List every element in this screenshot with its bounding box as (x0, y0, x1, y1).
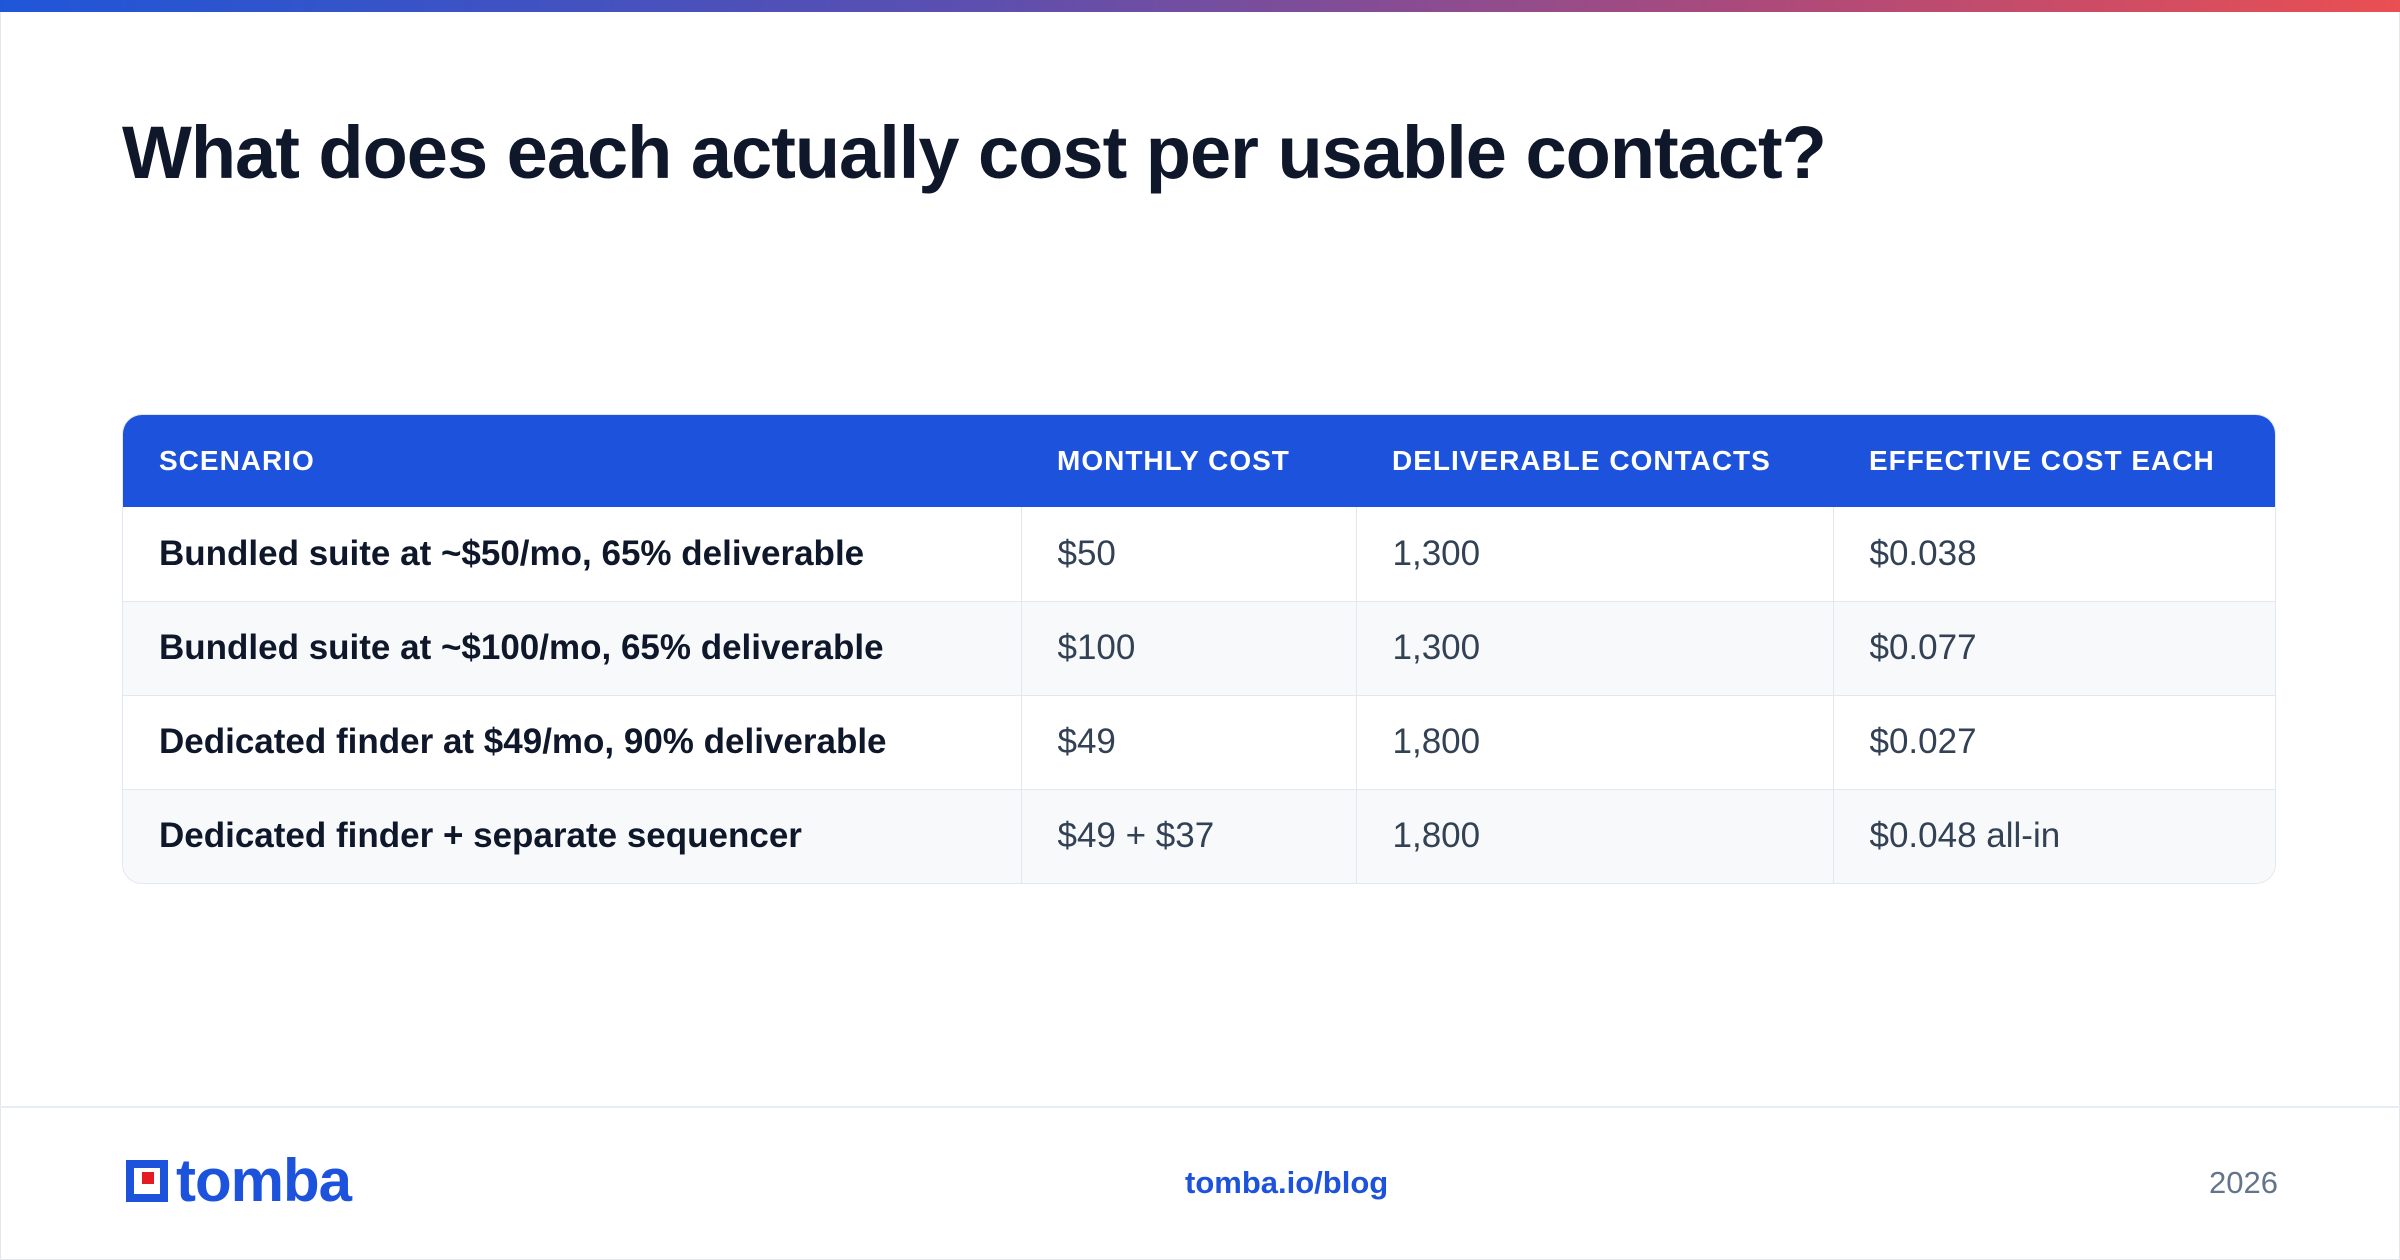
header-deliverable-contacts: DELIVERABLE CONTACTS (1392, 445, 1771, 476)
cell-deliverable: 1,800 (1355, 694, 1833, 789)
table-header-row: SCENARIO MONTHLY COST DELIVERABLE CONTAC… (123, 415, 2275, 507)
cell-effective-cost: $0.027 (1832, 694, 2275, 789)
cell-effective-cost: $0.038 (1832, 507, 2275, 601)
cell-effective-cost: $0.048 all-in (1832, 788, 2275, 883)
top-gradient-bar (0, 0, 2400, 12)
cell-deliverable: 1,300 (1355, 600, 1833, 695)
header-effective-cost: EFFECTIVE COST EACH (1869, 445, 2215, 476)
header-monthly-cost: MONTHLY COST (1057, 445, 1290, 476)
cell-effective-cost: $0.077 (1832, 600, 2275, 695)
logo-wordmark: tomba (176, 1147, 352, 1214)
cell-monthly-cost: $50 (1020, 507, 1356, 601)
page-title: What does each actually cost per usable … (122, 111, 1827, 194)
cell-scenario: Dedicated finder at $49/mo, 90% delivera… (123, 694, 1021, 789)
cost-table-card: SCENARIO MONTHLY COST DELIVERABLE CONTAC… (122, 414, 2276, 884)
tomba-logo-icon (126, 1160, 168, 1202)
table-body: Bundled suite at ~$50/mo, 65% deliverabl… (123, 507, 2275, 883)
cell-deliverable: 1,300 (1355, 507, 1833, 601)
cell-monthly-cost: $49 (1020, 694, 1356, 789)
cell-scenario: Dedicated finder + separate sequencer (123, 788, 1021, 883)
cell-deliverable: 1,800 (1355, 788, 1833, 883)
cell-monthly-cost: $100 (1020, 600, 1356, 695)
tomba-logo[interactable]: tomba (122, 1147, 352, 1214)
table-header: SCENARIO MONTHLY COST DELIVERABLE CONTAC… (123, 415, 2275, 507)
cost-table: SCENARIO MONTHLY COST DELIVERABLE CONTAC… (123, 415, 2275, 883)
table-row: Bundled suite at ~$100/mo, 65% deliverab… (123, 600, 2275, 695)
footer-year: 2026 (2209, 1165, 2278, 1200)
blog-link[interactable]: tomba.io/blog (1185, 1165, 1389, 1200)
table-row: Dedicated finder + separate sequencer $4… (123, 788, 2275, 883)
footer-divider (0, 1106, 2400, 1108)
cell-scenario: Bundled suite at ~$50/mo, 65% deliverabl… (159, 533, 865, 573)
cell-scenario: Bundled suite at ~$100/mo, 65% deliverab… (123, 600, 1021, 695)
cell-monthly-cost: $49 + $37 (1020, 788, 1356, 883)
table-row: Dedicated finder at $49/mo, 90% delivera… (123, 694, 2275, 789)
header-scenario: SCENARIO (159, 445, 315, 476)
table-row: Bundled suite at ~$50/mo, 65% deliverabl… (123, 507, 2275, 601)
